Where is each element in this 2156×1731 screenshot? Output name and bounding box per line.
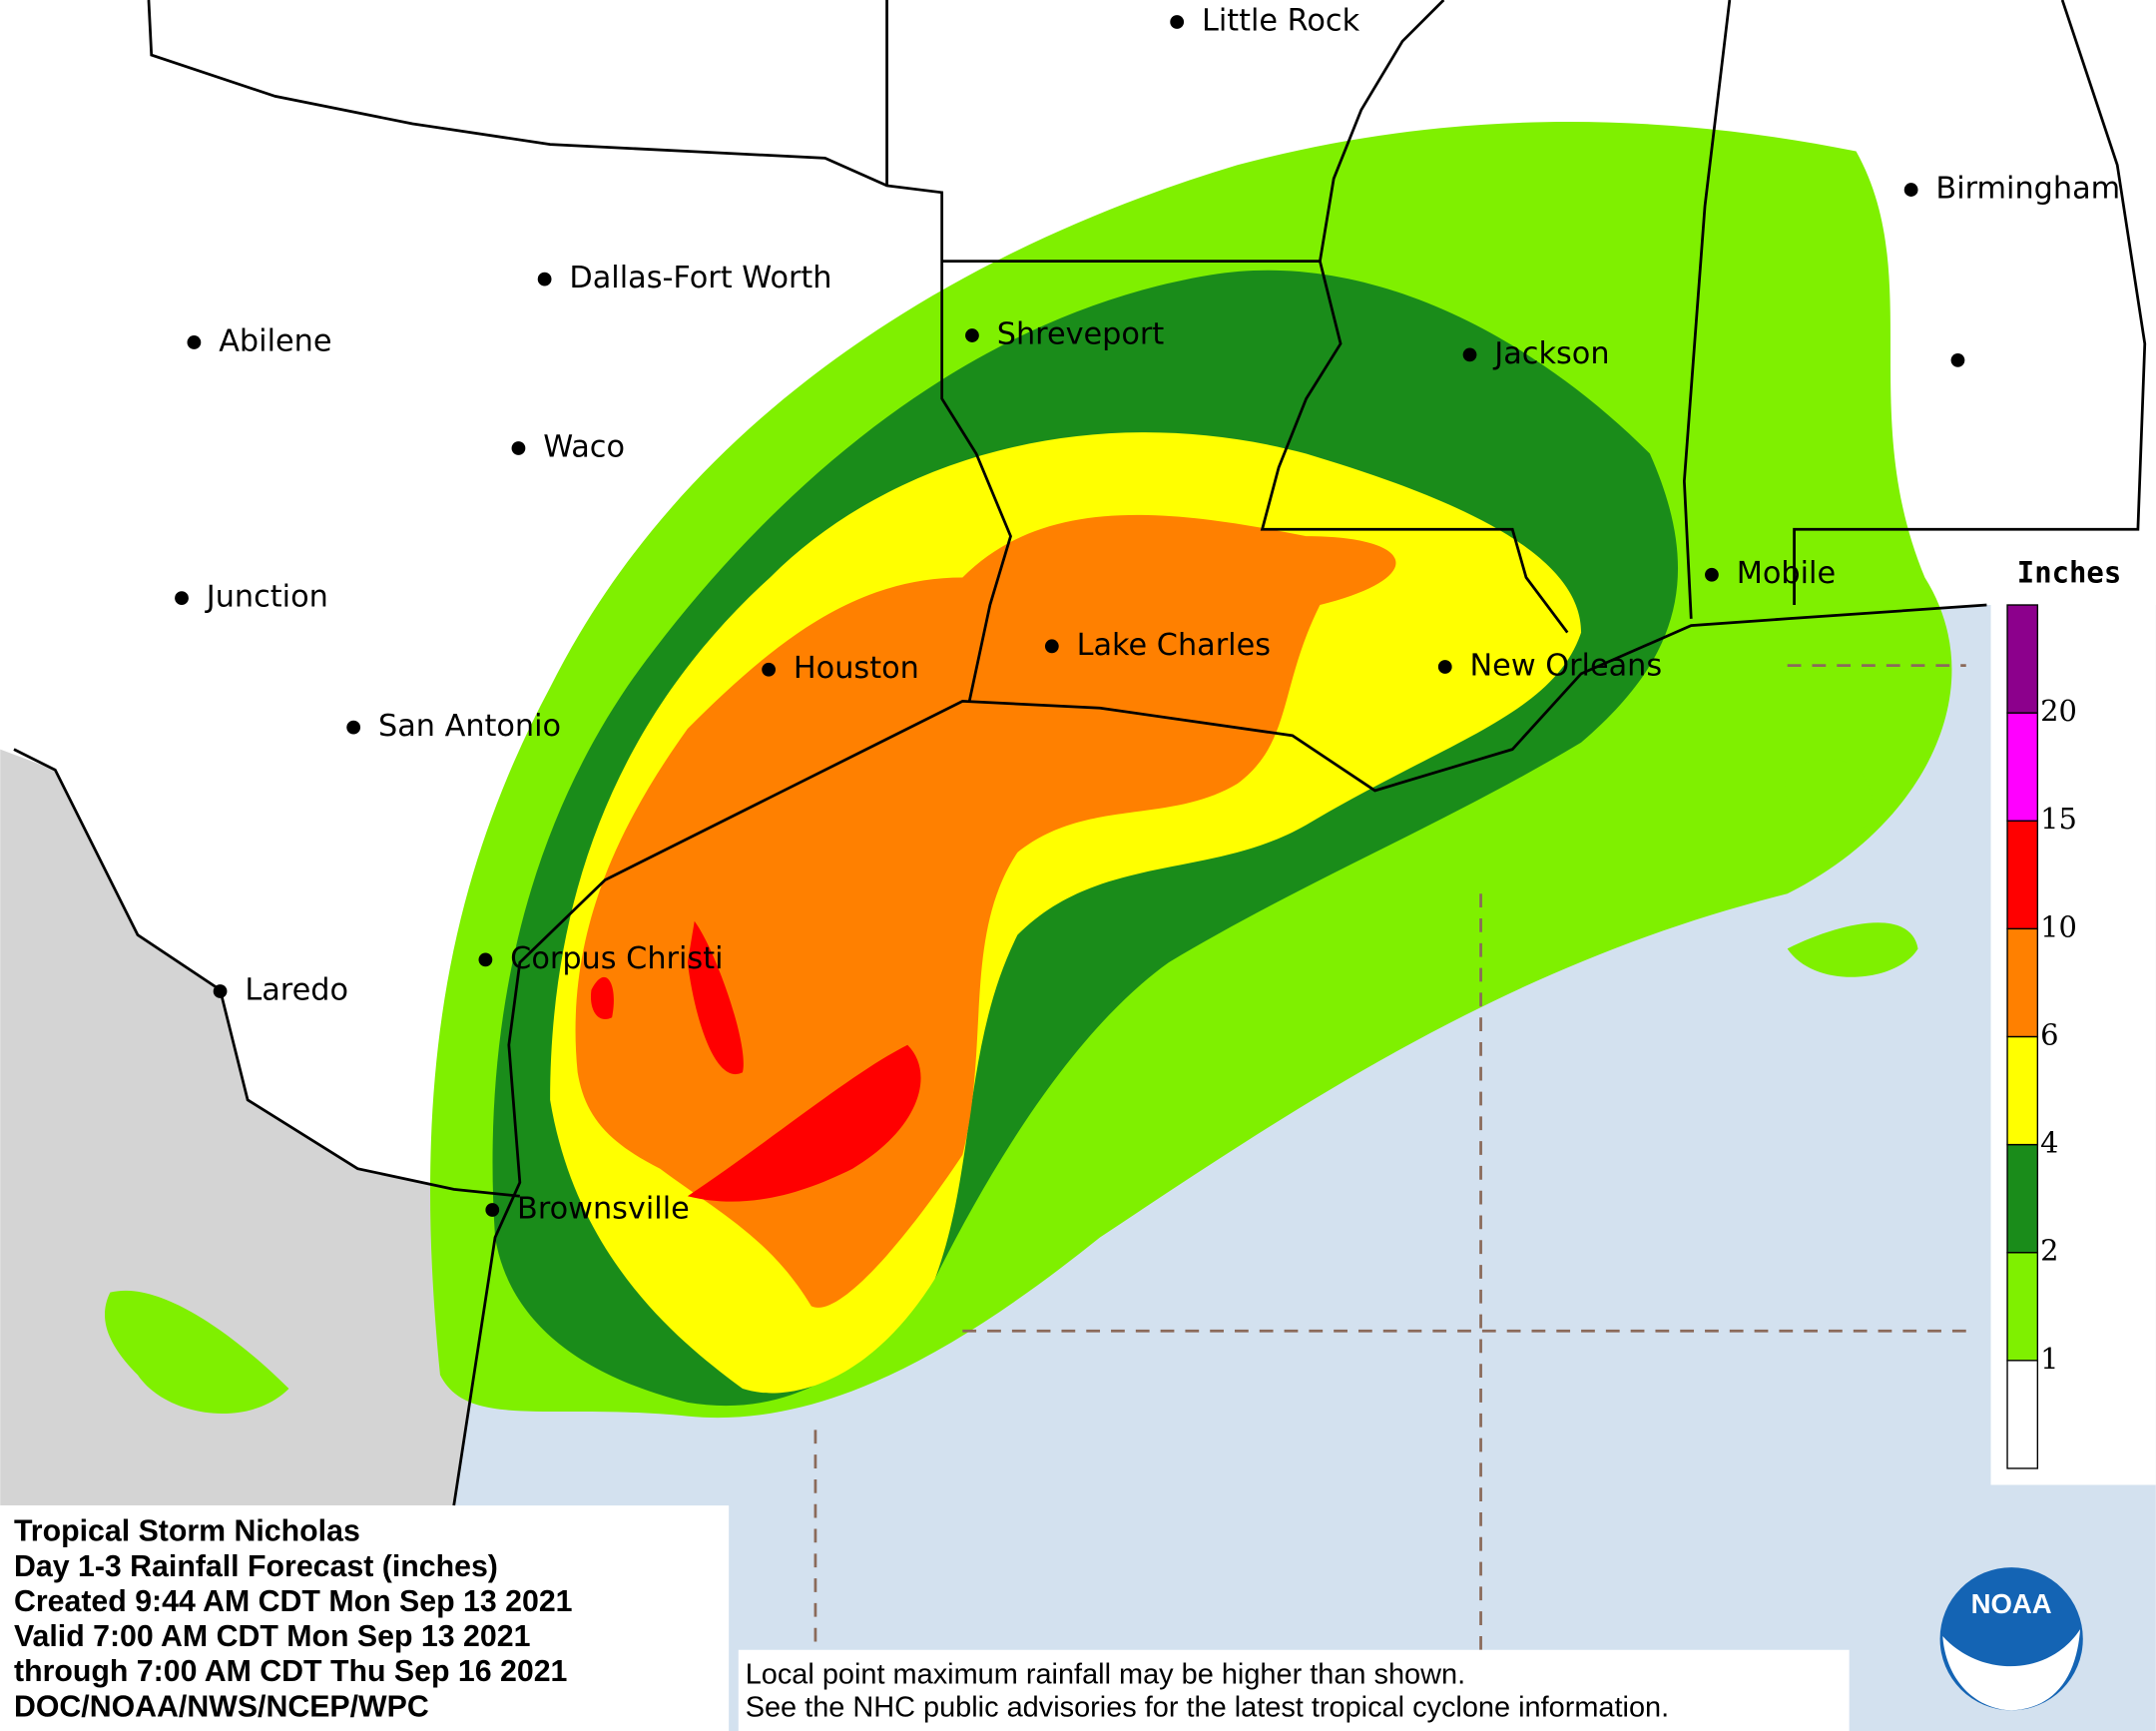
city-label: San Antonio [378, 709, 561, 744]
city-dot [213, 984, 228, 998]
city-dot [485, 1203, 500, 1217]
info-line: Day 1-3 Rainfall Forecast (inches) [14, 1550, 498, 1583]
disclaimer-line: Local point maximum rainfall may be high… [746, 1659, 1465, 1691]
legend-tick-label: 6 [2040, 1017, 2058, 1051]
info-panel [0, 1505, 730, 1731]
noaa-logo: NOAA [1939, 1567, 2083, 1711]
city-dot [1170, 15, 1185, 29]
city-label: Laredo [245, 973, 348, 1008]
legend-tick-label: 10 [2040, 909, 2077, 943]
legend: 1 2 4 6 10 15 20 [2006, 604, 2077, 1469]
legend-band [2006, 820, 2039, 930]
city-dot [1044, 639, 1059, 654]
city-dot [346, 720, 361, 735]
legend-tick-label: 20 [2040, 694, 2077, 728]
city-label: Mobile [1737, 556, 1836, 591]
city-label: Houston [794, 651, 919, 686]
legend-tick-label: 4 [2040, 1126, 2058, 1160]
legend-band [2006, 1252, 2039, 1362]
city-dot [537, 272, 552, 287]
city-dot [175, 591, 189, 606]
logo-text: NOAA [1971, 1588, 2052, 1619]
disclaimer-line: See the NHC public advisories for the la… [746, 1692, 1669, 1724]
city-dot [965, 328, 979, 342]
city-label: Corpus Christi [510, 941, 723, 976]
city-label: Abilene [219, 323, 331, 358]
city-label: Jackson [1492, 336, 1609, 371]
city-dot [1705, 567, 1719, 582]
city-label: Dallas-Fort Worth [569, 261, 831, 295]
legend-band [2006, 1143, 2039, 1254]
city-label: Birmingham [1935, 172, 2120, 207]
borders [13, 0, 2147, 1506]
legend-tick-label: 2 [2040, 1234, 2058, 1268]
city-dot [478, 952, 493, 967]
info-line: through 7:00 AM CDT Thu Sep 16 2021 [14, 1655, 567, 1688]
city-label: Waco [543, 429, 625, 464]
city-dot [511, 441, 526, 455]
city-dot [1437, 660, 1452, 674]
city-dot [187, 335, 202, 349]
city-label: Lake Charles [1077, 628, 1271, 663]
city-label: New Orleans [1470, 648, 1663, 683]
legend-band [2006, 712, 2039, 822]
city-label: Shreveport [997, 317, 1165, 352]
cities: Little Rock Birmingham Dallas-Fort Worth Ab… [175, 4, 2120, 1227]
legend-tick-label: 1 [2040, 1342, 2058, 1376]
rainfall [104, 122, 1952, 1419]
city-label: Brownsville [517, 1192, 690, 1227]
city-dot [1462, 347, 1477, 362]
city-label: Junction [205, 580, 328, 615]
city-dot [1903, 183, 1918, 197]
legend-band [2006, 604, 2039, 714]
info-line: Tropical Storm Nicholas [14, 1515, 360, 1548]
disclaimer: Local point maximum rainfall may be high… [746, 1659, 1669, 1724]
city-dot [1950, 352, 1965, 367]
rain-10-15 [590, 920, 921, 1202]
legend-band [2006, 1035, 2039, 1146]
forecast-grid [813, 664, 1966, 1650]
city-label: Little Rock [1202, 4, 1360, 39]
legend-band [2006, 1360, 2039, 1469]
info-line: Created 9:44 AM CDT Mon Sep 13 2021 [14, 1585, 573, 1618]
rain-6-10 [575, 514, 1396, 1308]
legend-title: Inches [2017, 556, 2121, 590]
legend-tick-label: 15 [2040, 802, 2077, 836]
info-line: DOC/NOAA/NWS/NCEP/WPC [14, 1690, 429, 1723]
disclaimer-panel [738, 1649, 1850, 1731]
logo-wave [1942, 1629, 2081, 1711]
city-dot [762, 662, 776, 677]
info-line: Valid 7:00 AM CDT Mon Sep 13 2021 [14, 1620, 530, 1653]
legend-band [2006, 927, 2039, 1038]
